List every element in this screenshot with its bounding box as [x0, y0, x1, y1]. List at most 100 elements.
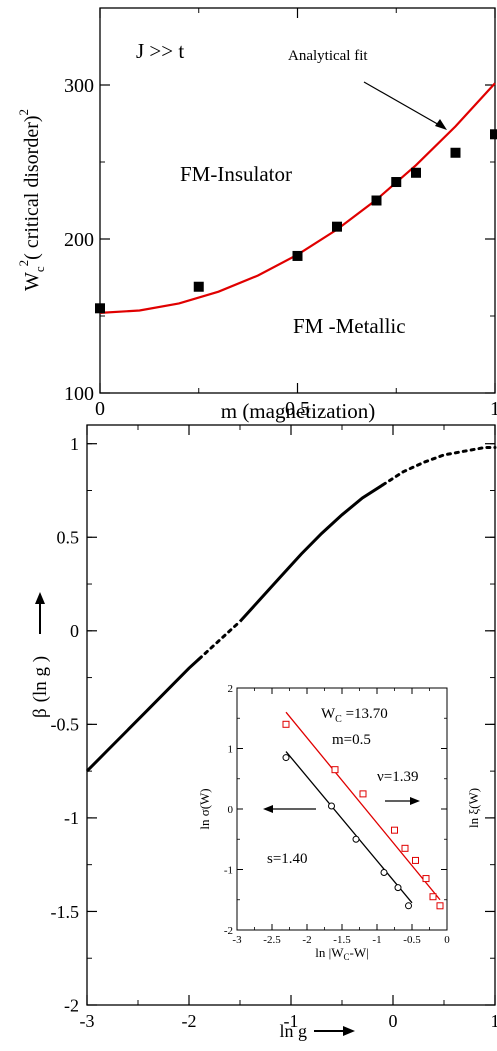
y-tick-label: 0: [228, 804, 234, 816]
x-tick-label: 1: [491, 1011, 497, 1031]
y-tick-label: -1: [64, 808, 79, 828]
xi-data-point: [331, 766, 339, 774]
xi-data-point: [359, 790, 367, 798]
y-tick-label: 200: [64, 229, 94, 251]
wc-sub: C: [335, 714, 342, 725]
svg-text:β(ln g ): β (ln g ): [30, 656, 51, 718]
inset-y-left-label: ln σ(W): [197, 788, 212, 829]
top-axis-ticks: 0 0.5 1 100 200 300: [64, 7, 497, 420]
y-label-main: W: [21, 272, 43, 291]
inset-s-arrow-icon: [263, 805, 316, 813]
bottom-axis-ticks: -3 -2 -1 0 1-2-1.5-1-0.500.51: [51, 425, 497, 1031]
top-chart: 0 0.5 1 100 200 300 J >> t Analytical fit FM-…: [16, 7, 497, 423]
y-tick-label: 300: [64, 75, 94, 97]
data-point: [411, 167, 421, 178]
top-x-axis-label: m (magnetization): [221, 399, 376, 423]
inset-y-right-label: ln ξ(W): [466, 788, 481, 828]
x-label-ln-g: ln g: [279, 1021, 307, 1041]
x-tick-label: -3: [232, 934, 242, 946]
x-tick-label: -2: [182, 1011, 197, 1031]
y-label-sup2: 2: [16, 109, 31, 116]
bottom-y-axis-label: β (ln g ): [30, 592, 51, 718]
top-regime-label: J >> t: [136, 39, 184, 63]
y-tick-label: 2: [228, 683, 234, 695]
sigma-data-point: [328, 802, 335, 810]
y-tick-label: 1: [70, 434, 79, 454]
y-tick-label: -0.5: [51, 715, 80, 735]
top-lower-region-label: FM -Metallic: [293, 314, 406, 338]
data-point: [332, 221, 342, 232]
data-point: [391, 177, 402, 188]
x-tick-label: 0.5: [285, 398, 310, 420]
y-tick-label: -1: [224, 864, 233, 876]
y-tick-label: -2: [224, 925, 233, 937]
data-point: [450, 147, 461, 158]
inset-nu-label: ν=1.39: [377, 769, 419, 785]
y-tick-label: 0.5: [57, 528, 80, 548]
beta-segment-dotted: [197, 620, 242, 661]
top-fit-curve: [99, 82, 496, 314]
sigma-data-point: [405, 902, 412, 910]
top-y-axis-label: Wc2( critical disorder)2: [16, 109, 47, 291]
x-tick-label: 0: [444, 934, 450, 946]
data-point: [371, 195, 382, 206]
xi-data-point: [429, 893, 437, 901]
beta-argument: (ln g ): [30, 656, 51, 702]
data-point: [490, 129, 497, 140]
x-arrow-icon: [314, 1026, 355, 1036]
x-tick-label: -3: [80, 1011, 95, 1031]
fit-sigma-line: [285, 751, 413, 904]
beta-symbol: β: [30, 708, 51, 718]
sigma-data-point: [352, 835, 360, 843]
sigma-data-point: [380, 869, 388, 877]
fit-xi-line: [285, 711, 441, 901]
xi-data-point: [401, 844, 409, 852]
x-tick-label: 1: [490, 398, 497, 420]
inset-nu-arrow-icon: [385, 797, 420, 805]
x-tick-label: 0: [389, 1011, 398, 1031]
x-tick-label: -2: [302, 934, 311, 946]
bottom-x-axis-label: ln g: [279, 1021, 355, 1041]
inset-x-pre: ln |W: [315, 945, 344, 960]
inset-axis-ticks: -3 -2.5 -2 -1.5 -1 -0.5 0 -2 -1 0 1 2: [224, 683, 450, 946]
y-tick-label: 100: [64, 383, 94, 405]
inset-x-sub: C: [344, 952, 350, 962]
xi-data-point: [436, 902, 444, 910]
inset-m-label: m=0.5: [332, 732, 371, 748]
top-fit-arrow: [363, 81, 447, 130]
bottom-chart: -3 -2 -1 0 1-2-1.5-1-0.500.51 ln g β(ln g ) …: [30, 424, 497, 1041]
wc-value: =13.70: [342, 706, 388, 722]
top-upper-region-label: FM-Insulator: [180, 162, 292, 186]
inset-x-post: -W|: [350, 945, 369, 960]
wc-main: W: [321, 706, 336, 722]
inset-wc-label: WC =13.70: [321, 706, 388, 725]
top-fit-label: Analytical fit: [288, 48, 368, 64]
xi-data-point: [282, 720, 290, 728]
data-point: [95, 303, 105, 314]
beta-segment-solid: [85, 657, 201, 773]
x-tick-label: -1: [372, 934, 381, 946]
data-point: [193, 281, 204, 292]
y-label-mid: ( critical disorder): [21, 115, 43, 259]
inset-s-label: s=1.40: [267, 851, 308, 867]
x-tick-label: -2.5: [263, 934, 281, 946]
y-label-sup1: 2: [16, 260, 31, 267]
inset-data: [282, 711, 444, 910]
x-tick-label: -1: [284, 1011, 299, 1031]
y-arrow-icon: [35, 592, 45, 634]
y-tick-label: -2: [64, 995, 79, 1015]
inset-x-axis-label: ln |WC-W|: [315, 945, 368, 962]
y-label-sub: c: [32, 266, 47, 272]
sigma-data-point: [394, 884, 402, 892]
sigma-data-point: [282, 754, 290, 762]
data-point: [292, 250, 303, 261]
beta-segment-solid: [238, 483, 384, 623]
analytical-fit-line: [99, 82, 496, 314]
x-tick-label: -1.5: [333, 934, 351, 946]
y-tick-label: 1: [228, 743, 234, 755]
xi-data-point: [412, 856, 419, 864]
beta-function-curve: [85, 446, 497, 773]
svg-text:Wc2( critical disorder)2: Wc2( critical disorder)2: [16, 109, 47, 291]
